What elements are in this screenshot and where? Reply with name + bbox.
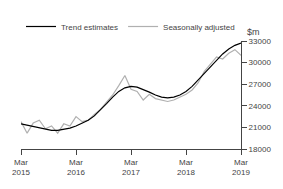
svg-text:18000: 18000: [249, 145, 272, 154]
svg-text:$m: $m: [247, 27, 260, 37]
svg-text:27000: 27000: [249, 80, 272, 89]
svg-text:33000: 33000: [249, 37, 272, 46]
svg-text:Mar2015: Mar2015: [12, 158, 30, 177]
svg-text:Seasonally adjusted: Seasonally adjusted: [163, 23, 235, 32]
svg-text:Mar2016: Mar2016: [67, 158, 85, 177]
svg-text:Trend estimates: Trend estimates: [61, 23, 118, 32]
svg-text:Mar2017: Mar2017: [122, 158, 140, 177]
svg-text:30000: 30000: [249, 58, 272, 67]
svg-text:Mar2019: Mar2019: [232, 158, 250, 177]
svg-text:21000: 21000: [249, 123, 272, 132]
svg-text:Mar2018: Mar2018: [177, 158, 195, 177]
svg-text:24000: 24000: [249, 102, 272, 111]
